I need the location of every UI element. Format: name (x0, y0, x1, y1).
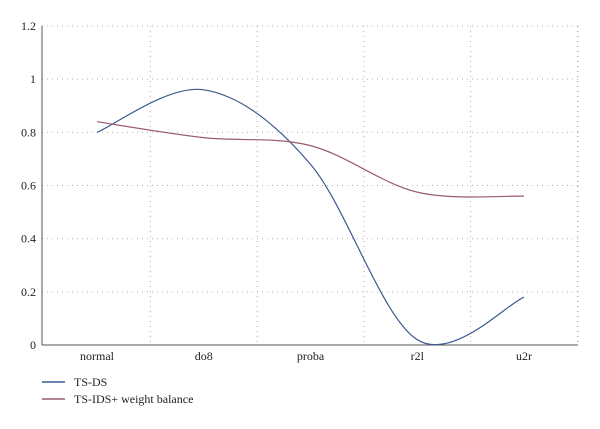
legend: TS-DS TS-IDS+ weight balance (42, 375, 193, 406)
series-line-2 (96, 121, 525, 198)
x-tick-label: normal (80, 349, 115, 363)
x-tick-label: do8 (195, 349, 213, 363)
axes (41, 26, 578, 346)
legend-label-2: TS-IDS+ weight balance (74, 392, 193, 406)
series-lines (96, 88, 525, 346)
x-tick-label: r2l (411, 349, 425, 363)
legend-label-1: TS-DS (74, 375, 107, 389)
y-tick-label: 0.4 (21, 232, 36, 246)
y-axis-ticks: 0 0.2 0.4 0.6 0.8 1 1.2 (21, 19, 36, 352)
grid-lines (42, 25, 579, 345)
y-tick-label: 0.8 (21, 125, 36, 139)
x-tick-label: proba (297, 349, 325, 363)
series-line-1 (96, 88, 525, 346)
y-tick-label: 1.2 (21, 19, 36, 33)
x-axis-ticks: normal do8 proba r2l u2r (80, 349, 532, 363)
y-tick-label: 0 (30, 338, 36, 352)
x-tick-label: u2r (516, 349, 532, 363)
y-tick-label: 1 (30, 72, 36, 86)
y-tick-label: 0.6 (21, 179, 36, 193)
y-tick-label: 0.2 (21, 285, 36, 299)
